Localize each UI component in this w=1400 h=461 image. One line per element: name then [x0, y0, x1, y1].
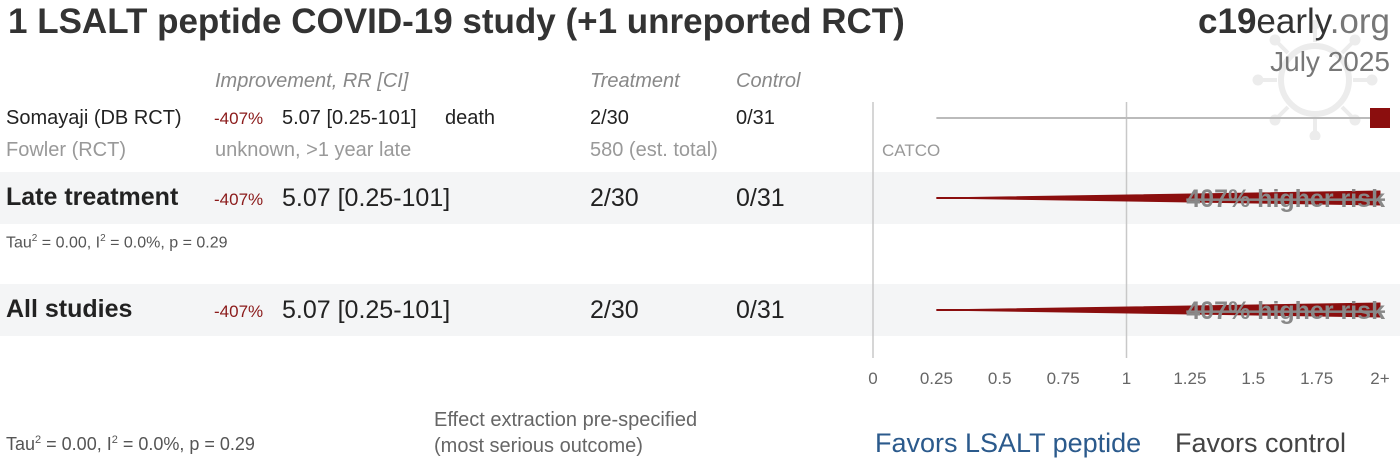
group-name-all-studies: All studies — [6, 295, 133, 323]
x-tick-label: 1.5 — [1241, 369, 1265, 388]
group-improvement-all-studies: -407% — [214, 302, 264, 321]
unreported-study-name[interactable]: Fowler (RCT) — [6, 139, 126, 161]
footer-note: Effect extraction pre-specified (most ser… — [434, 407, 697, 459]
column-header-control: Control — [736, 70, 801, 92]
study-control: 0/31 — [736, 107, 775, 129]
study-name[interactable]: Somayaji (DB RCT) — [6, 107, 182, 129]
group-control-all-studies: 0/31 — [736, 296, 785, 324]
column-header-improvement: Improvement, RR [CI] — [215, 70, 409, 92]
x-tick-label: 0.25 — [920, 369, 953, 388]
brand-rest: early — [1256, 2, 1330, 41]
page-title: 1 LSALT peptide COVID-19 study (+1 unrep… — [8, 2, 905, 41]
study-rr: 5.07 [0.25-101] — [282, 107, 417, 129]
x-tick-label: 2+ — [1370, 369, 1389, 388]
favors-control-label: Favors control — [1175, 428, 1347, 458]
column-header-treatment: Treatment — [590, 70, 680, 92]
brand-tld: .org — [1329, 2, 1390, 41]
x-tick-label: 0.5 — [988, 369, 1012, 388]
footer-note-line1: Effect extraction pre-specified — [434, 409, 698, 431]
unreported-trial-name: CATCO — [882, 141, 941, 160]
study-outcome: death — [445, 107, 496, 129]
footer-stats: Tau2 = 0.00, I2 = 0.0%, p = 0.29 — [6, 434, 255, 454]
effect-label: 407% higher risk — [1186, 297, 1385, 325]
favors-treatment-label: Favors LSALT peptide — [875, 428, 1142, 458]
group-improvement-late-treatment: -407% — [214, 190, 264, 209]
unreported-total: 580 (est. total) — [590, 139, 718, 161]
group-treatment-late-treatment: 2/30 — [590, 184, 639, 212]
x-tick-label: 1 — [1122, 369, 1131, 388]
effect-label: 407% higher risk — [1186, 185, 1385, 213]
group-treatment-all-studies: 2/30 — [590, 296, 639, 324]
effect-marker — [1370, 108, 1390, 128]
group-name-late-treatment: Late treatment — [6, 183, 179, 211]
group-control-late-treatment: 0/31 — [736, 184, 785, 212]
study-treatment: 2/30 — [590, 107, 629, 129]
x-tick-label: 0.75 — [1047, 369, 1080, 388]
x-tick-label: 1.25 — [1173, 369, 1206, 388]
report-date: July 2025 — [1270, 46, 1390, 77]
group-rr-all-studies: 5.07 [0.25-101] — [282, 296, 451, 324]
brand-logo[interactable]: c19early.org — [1198, 2, 1390, 42]
study-improvement: -407% — [214, 109, 264, 128]
footer-note-line2: (most serious outcome) — [434, 435, 643, 457]
brand-bold: c19 — [1198, 2, 1257, 41]
group-rr-late-treatment: 5.07 [0.25-101] — [282, 184, 451, 212]
x-tick-label: 1.75 — [1300, 369, 1333, 388]
x-tick-label: 0 — [868, 369, 877, 388]
group-stats-late-treatment: Tau2 = 0.00, I2 = 0.0%, p = 0.29 — [6, 233, 228, 252]
unreported-status: unknown, >1 year late — [215, 139, 412, 161]
